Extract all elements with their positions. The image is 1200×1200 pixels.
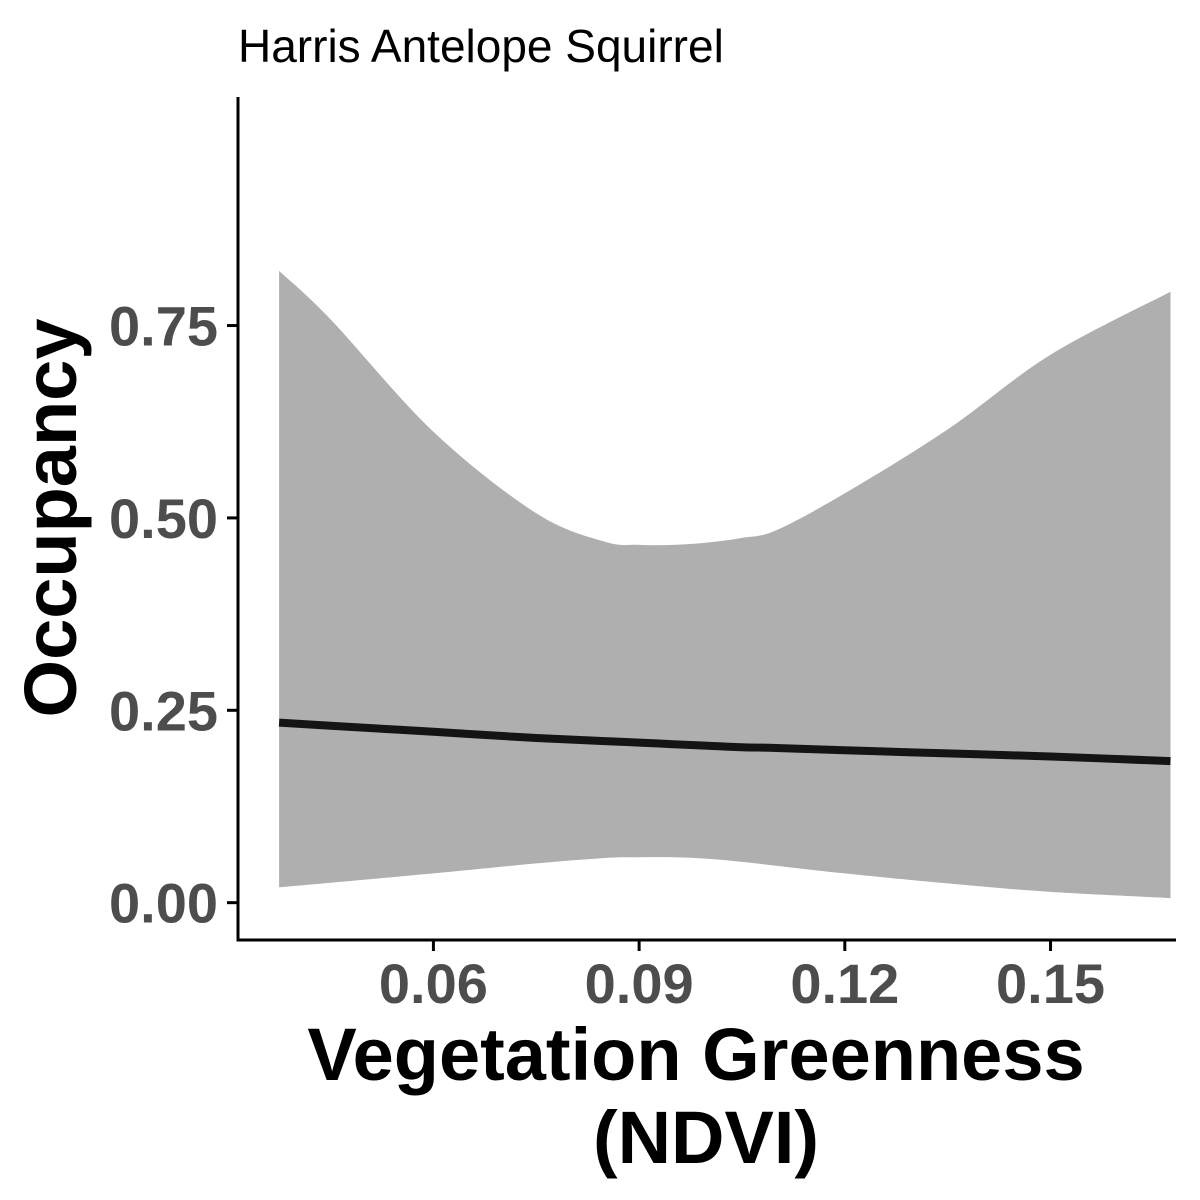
confidence-ribbon — [279, 270, 1171, 899]
y-tick-label: 0.75 — [109, 295, 218, 358]
x-tick-label: 0.12 — [790, 952, 899, 1015]
x-axis-title-line-2: (NDVI) — [593, 1096, 819, 1179]
chart-title: Harris Antelope Squirrel — [238, 20, 724, 72]
y-tick-label: 0.25 — [109, 679, 218, 742]
x-tick-label: 0.09 — [585, 952, 694, 1015]
x-tick-label: 0.15 — [996, 952, 1105, 1015]
y-tick-label: 0.00 — [109, 872, 218, 935]
x-axis-title-line-1: Vegetation Greenness — [307, 1013, 1084, 1096]
occupancy-line — [278, 718, 1171, 766]
y-tick-label: 0.50 — [109, 487, 218, 550]
x-tick-label: 0.06 — [379, 952, 488, 1015]
y-axis-title: Occupancy — [9, 319, 92, 718]
